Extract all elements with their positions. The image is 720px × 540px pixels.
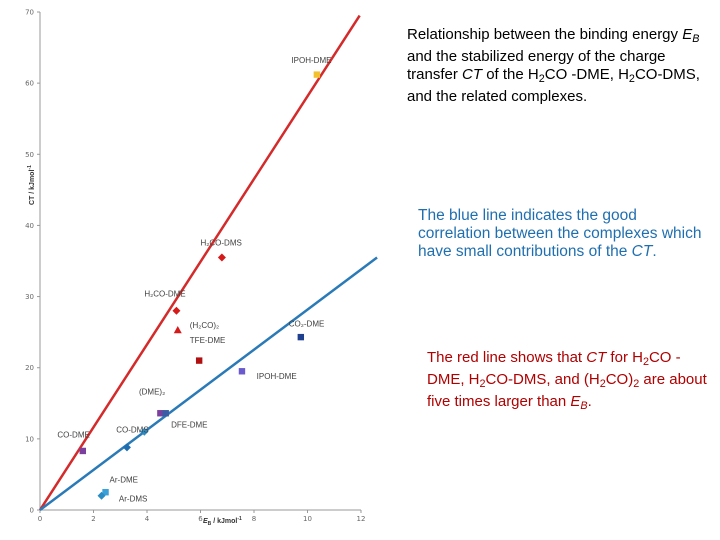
blue-trend-line bbox=[39, 256, 378, 512]
data-point bbox=[195, 357, 203, 364]
y-tick-label: 40 bbox=[25, 222, 34, 230]
y-axis-label: CT / kJmol-1 bbox=[27, 165, 36, 205]
data-points bbox=[79, 71, 321, 500]
point-label: DFE-DME bbox=[171, 420, 207, 429]
trend-lines bbox=[38, 14, 378, 512]
point-labels: IPOH-DME H₂CO-DMS H₂CO-DME (H₂CO)₂ TFE-DME CO… bbox=[57, 56, 331, 503]
chart-ticks: 0 10 20 30 40 50 60 70 0 2 4 6 8 10 12 bbox=[25, 9, 365, 524]
y-tick-label: 20 bbox=[25, 364, 34, 372]
x-tick-label: 2 bbox=[91, 515, 95, 523]
y-tick-label: 30 bbox=[25, 293, 34, 301]
point-label: (H₂CO)₂ bbox=[190, 321, 219, 330]
scatter-chart: 0 10 20 30 40 50 60 70 0 2 4 6 8 10 12 IPOH-DME H₂CO-DM… bbox=[25, 9, 378, 527]
data-point bbox=[217, 253, 226, 262]
data-point bbox=[238, 368, 246, 375]
data-point bbox=[157, 410, 164, 417]
data-point bbox=[140, 427, 149, 436]
point-label: CO-DME bbox=[57, 430, 89, 439]
y-tick-label: 70 bbox=[25, 9, 34, 17]
point-label: Ar-DMS bbox=[119, 494, 147, 503]
data-point bbox=[172, 306, 181, 315]
point-label: (DME)₂ bbox=[139, 388, 165, 397]
x-tick-label: 12 bbox=[357, 515, 366, 523]
x-tick-label: 6 bbox=[198, 515, 203, 523]
point-label: TFE-DME bbox=[190, 336, 226, 345]
data-point bbox=[173, 326, 182, 334]
y-tick-label: 0 bbox=[30, 507, 34, 515]
x-tick-label: 10 bbox=[303, 515, 312, 523]
y-tick-label: 60 bbox=[25, 80, 34, 88]
point-label: IPOH-DME bbox=[257, 372, 297, 381]
data-point bbox=[102, 489, 109, 496]
data-point bbox=[297, 333, 305, 341]
point-label: CO-DMS bbox=[116, 425, 148, 434]
point-label: IPOH-DME bbox=[291, 56, 331, 65]
x-axis-label: EB / kJmol-1 bbox=[203, 516, 242, 527]
point-label: H₂CO-DME bbox=[144, 290, 185, 299]
red-trend-line bbox=[38, 14, 361, 511]
data-point bbox=[122, 443, 131, 452]
data-point bbox=[313, 71, 321, 78]
y-tick-label: 50 bbox=[25, 151, 34, 159]
red-line-note: The red line shows that CT for H2CO -DME… bbox=[427, 349, 707, 413]
blue-line-note: The blue line indicates the good correla… bbox=[418, 207, 702, 260]
y-tick-label: 10 bbox=[25, 435, 34, 443]
point-label: Ar-DME bbox=[110, 475, 138, 484]
x-tick-label: 0 bbox=[38, 515, 42, 523]
point-label: H₂CO-DMS bbox=[201, 238, 242, 247]
point-label: CO₂-DME bbox=[289, 319, 325, 328]
data-point bbox=[97, 491, 106, 500]
x-tick-label: 8 bbox=[252, 515, 256, 523]
x-tick-label: 4 bbox=[145, 515, 150, 523]
data-point bbox=[79, 447, 86, 455]
caption-text: Relationship between the binding energy … bbox=[407, 26, 700, 106]
data-point bbox=[162, 410, 169, 417]
